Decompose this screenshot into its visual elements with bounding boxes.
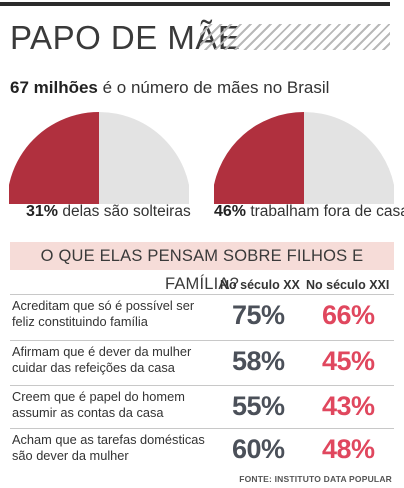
value-xx: 58% [232, 346, 285, 376]
hatch-decoration [200, 24, 390, 50]
pie-value: 31% [26, 203, 59, 220]
row-label: Acham que as tarefas domésticas são deve… [12, 432, 205, 463]
lead-rest: é o número de mães no Brasil [97, 78, 330, 97]
pie-accent-slice [9, 112, 99, 204]
pie-text: delas são solteiras [58, 203, 191, 220]
row-label: Afirmam que é dever da mulher cuidar das… [12, 344, 192, 375]
value-xxi: 43% [322, 391, 375, 421]
row-divider [10, 294, 394, 295]
value-xx: 55% [232, 391, 285, 421]
row-label: Acreditam que só é possível ser feliz co… [12, 298, 195, 329]
value-xxi: 66% [322, 300, 375, 330]
section-title: O QUE ELAS PENSAM SOBRE FILHOS E FAMÍLIA… [40, 247, 364, 293]
value-xxi: 48% [322, 434, 375, 464]
header: PAPO DE MÃE [10, 14, 390, 58]
lead-text: 67 milhões é o número de mães no Brasil [10, 78, 329, 98]
pie-value: 46% [214, 203, 247, 220]
row-divider [10, 340, 394, 341]
pie-text: trabalham fora de casa [246, 203, 404, 220]
top-rule [0, 2, 390, 6]
column-header-xxi: No século XXI [306, 278, 390, 292]
pie-caption-1: 31% delas são solteiras [26, 203, 191, 221]
pie-accent-slice [214, 112, 304, 204]
value-xx: 75% [232, 300, 285, 330]
column-header-xx: No século XX [220, 278, 300, 292]
table-row: Creem que é papel do homem assumir as co… [10, 389, 394, 429]
pie-svg-2 [214, 112, 394, 204]
row-label: Creem que é papel do homem assumir as co… [12, 389, 185, 420]
pie-chart-solteiras [9, 108, 189, 204]
value-xx: 60% [232, 434, 285, 464]
table-row: Acreditam que só é possível ser feliz co… [10, 298, 394, 338]
section-title-band: O QUE ELAS PENSAM SOBRE FILHOS E FAMÍLIA… [10, 242, 394, 293]
pie-charts [0, 108, 404, 208]
table-row: Acham que as tarefas domésticas são deve… [10, 432, 394, 472]
pie-svg-1 [9, 112, 189, 204]
lead-number: 67 milhões [10, 78, 98, 97]
source-note: FONTE: INSTITUTO DATA POPULAR [239, 474, 392, 484]
row-divider [10, 385, 394, 386]
pie-caption-2: 46% trabalham fora de casa [214, 203, 404, 221]
value-xxi: 45% [322, 346, 375, 376]
pie-chart-trabalham [214, 108, 394, 204]
row-divider [10, 428, 394, 429]
table-row: Afirmam que é dever da mulher cuidar das… [10, 344, 394, 384]
